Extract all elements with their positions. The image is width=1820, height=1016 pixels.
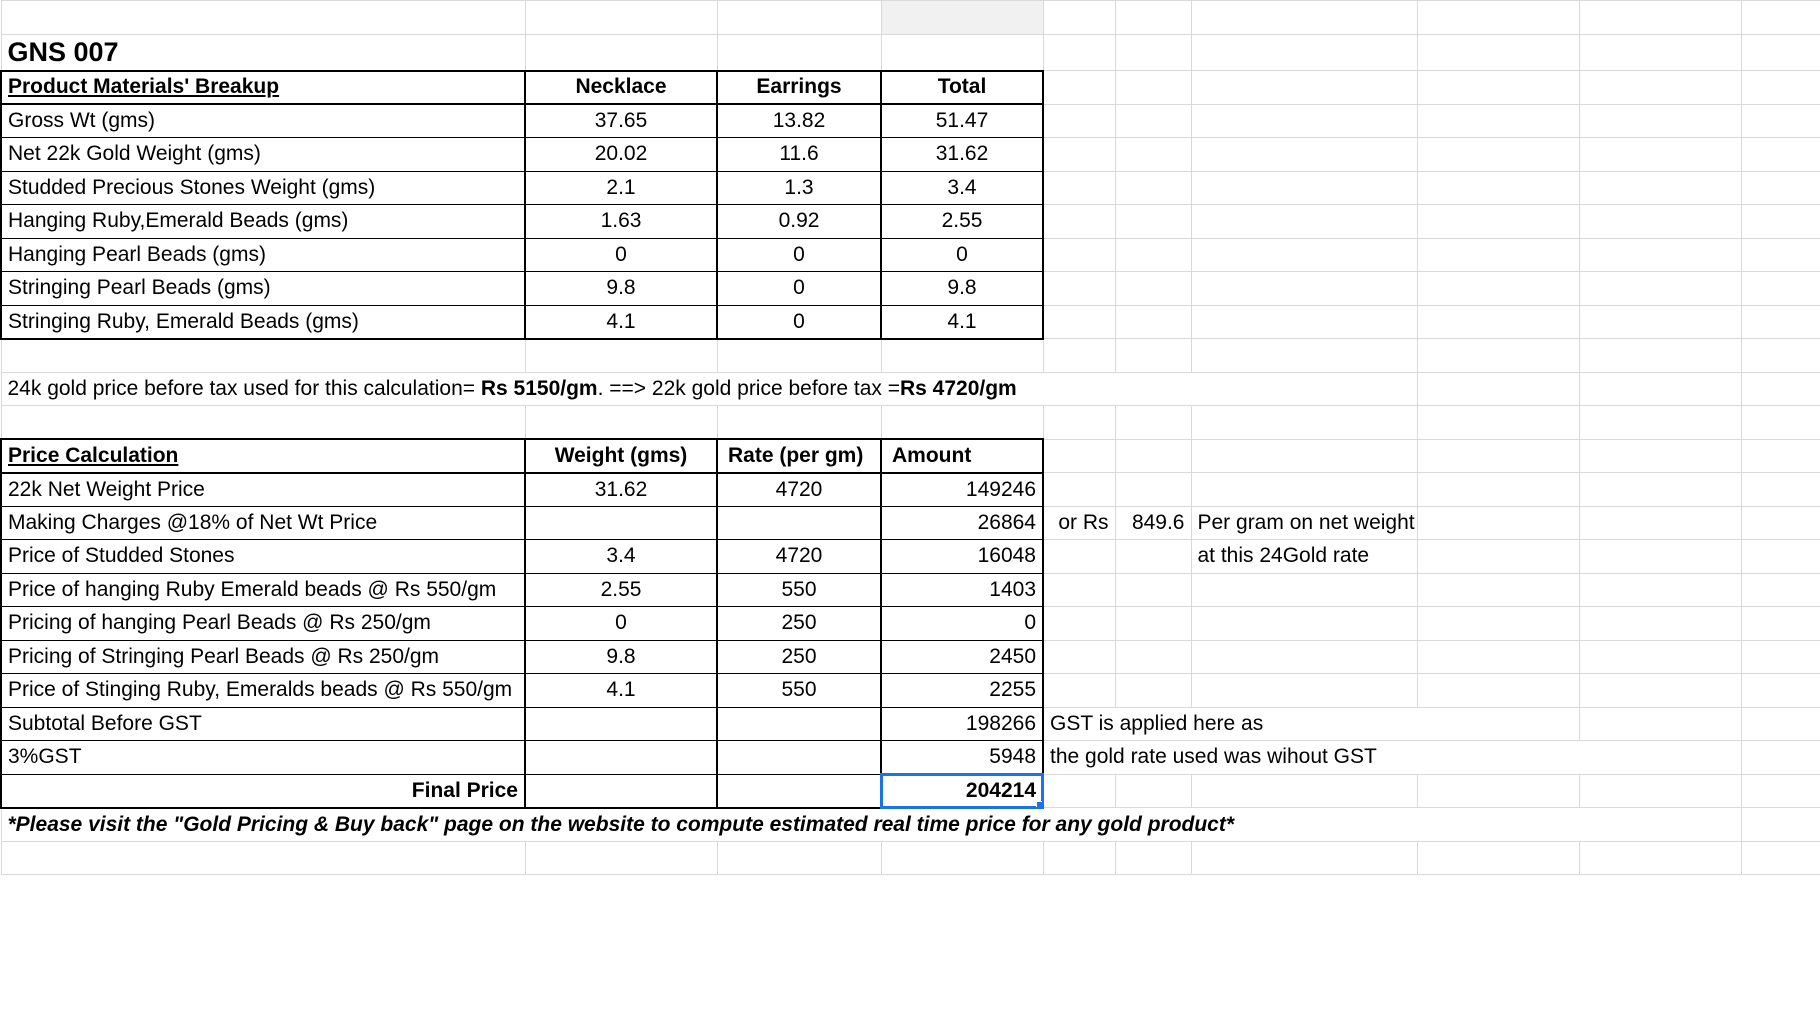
- pr-weight[interactable]: 9.8: [525, 640, 717, 674]
- pr-label[interactable]: 3%GST: [1, 741, 525, 775]
- footnote[interactable]: *Please visit the "Gold Pricing & Buy ba…: [1, 808, 1741, 842]
- mat-necklace[interactable]: 4.1: [525, 305, 717, 339]
- final-price-label[interactable]: Final Price: [1, 774, 525, 808]
- sheet-top-strip: [1, 1, 1820, 35]
- pr-label[interactable]: Pricing of Stringing Pearl Beads @ Rs 25…: [1, 640, 525, 674]
- mat-label[interactable]: Hanging Pearl Beads (gms): [1, 238, 525, 272]
- pr-weight[interactable]: 2.55: [525, 573, 717, 607]
- pr-weight[interactable]: [525, 506, 717, 540]
- pr-rate[interactable]: [717, 707, 881, 741]
- mat-label[interactable]: Hanging Ruby,Emerald Beads (gms): [1, 205, 525, 239]
- pr-rate[interactable]: [717, 741, 881, 775]
- mat-earrings[interactable]: 0: [717, 272, 881, 306]
- pr-rate[interactable]: 550: [717, 573, 881, 607]
- pr-weight[interactable]: 4.1: [525, 674, 717, 708]
- final-weight[interactable]: [525, 774, 717, 808]
- mat-label[interactable]: Stringing Ruby, Emerald Beads (gms): [1, 305, 525, 339]
- mat-total[interactable]: 0: [881, 238, 1043, 272]
- pr-amount[interactable]: 26864: [881, 506, 1043, 540]
- spreadsheet: GNS 007 Product Materials' Breakup Neckl…: [0, 0, 1820, 1016]
- gp-prefix: 24k gold price before tax used for this …: [8, 377, 481, 400]
- pr-rate[interactable]: 4720: [717, 540, 881, 574]
- note-per-gram-text[interactable]: Per gram on net weight: [1191, 506, 1417, 540]
- final-rate[interactable]: [717, 774, 881, 808]
- mat-earrings[interactable]: 1.3: [717, 171, 881, 205]
- mat-total[interactable]: 9.8: [881, 272, 1043, 306]
- final-price-amount[interactable]: 204214: [881, 774, 1043, 808]
- pr-rate[interactable]: 550: [717, 674, 881, 708]
- col-necklace[interactable]: Necklace: [525, 71, 717, 105]
- pr-amount[interactable]: 198266: [881, 707, 1043, 741]
- mat-necklace[interactable]: 2.1: [525, 171, 717, 205]
- pr-label[interactable]: Making Charges @18% of Net Wt Price: [1, 506, 525, 540]
- pr-amount[interactable]: 1403: [881, 573, 1043, 607]
- mat-earrings[interactable]: 13.82: [717, 104, 881, 138]
- mat-total[interactable]: 2.55: [881, 205, 1043, 239]
- note-per-gram-value[interactable]: 849.6: [1115, 506, 1191, 540]
- gold-price-line[interactable]: 24k gold price before tax used for this …: [1, 372, 1417, 406]
- mat-label[interactable]: Gross Wt (gms): [1, 104, 525, 138]
- col-earrings[interactable]: Earrings: [717, 71, 881, 105]
- pr-weight[interactable]: 31.62: [525, 473, 717, 507]
- gp-mid: . ==> 22k gold price before tax =: [598, 377, 900, 400]
- mat-total[interactable]: 3.4: [881, 171, 1043, 205]
- pr-label[interactable]: Pricing of hanging Pearl Beads @ Rs 250/…: [1, 607, 525, 641]
- mat-necklace[interactable]: 0: [525, 238, 717, 272]
- gp-24k: Rs 5150/gm: [481, 377, 598, 400]
- pr-rate[interactable]: 250: [717, 607, 881, 641]
- pr-label[interactable]: 22k Net Weight Price: [1, 473, 525, 507]
- pr-label[interactable]: Price of Studded Stones: [1, 540, 525, 574]
- mat-earrings[interactable]: 0: [717, 238, 881, 272]
- col-weight[interactable]: Weight (gms): [525, 439, 717, 473]
- mat-label[interactable]: Stringing Pearl Beads (gms): [1, 272, 525, 306]
- pr-amount[interactable]: 16048: [881, 540, 1043, 574]
- note-at-rate[interactable]: at this 24Gold rate: [1191, 540, 1417, 574]
- materials-title[interactable]: Product Materials' Breakup: [1, 71, 525, 105]
- pr-rate[interactable]: 4720: [717, 473, 881, 507]
- col-total[interactable]: Total: [881, 71, 1043, 105]
- pr-weight[interactable]: [525, 741, 717, 775]
- mat-necklace[interactable]: 37.65: [525, 104, 717, 138]
- mat-total[interactable]: 4.1: [881, 305, 1043, 339]
- mat-earrings[interactable]: 11.6: [717, 138, 881, 172]
- pr-weight[interactable]: 0: [525, 607, 717, 641]
- pr-label[interactable]: Price of Stinging Ruby, Emeralds beads @…: [1, 674, 525, 708]
- mat-necklace[interactable]: 9.8: [525, 272, 717, 306]
- mat-total[interactable]: 51.47: [881, 104, 1043, 138]
- pr-label[interactable]: Price of hanging Ruby Emerald beads @ Rs…: [1, 573, 525, 607]
- pr-rate[interactable]: 250: [717, 640, 881, 674]
- note-or-rs[interactable]: or Rs: [1043, 506, 1115, 540]
- pr-weight[interactable]: 3.4: [525, 540, 717, 574]
- mat-necklace[interactable]: 20.02: [525, 138, 717, 172]
- pr-label[interactable]: Subtotal Before GST: [1, 707, 525, 741]
- pr-amount[interactable]: 0: [881, 607, 1043, 641]
- note-gst-2[interactable]: the gold rate used was wihout GST: [1043, 741, 1741, 775]
- col-amount[interactable]: Amount: [881, 439, 1043, 473]
- pr-weight[interactable]: [525, 707, 717, 741]
- pr-amount[interactable]: 2450: [881, 640, 1043, 674]
- pr-amount[interactable]: 149246: [881, 473, 1043, 507]
- mat-label[interactable]: Studded Precious Stones Weight (gms): [1, 171, 525, 205]
- pr-rate[interactable]: [717, 506, 881, 540]
- gp-22k: Rs 4720/gm: [900, 377, 1017, 400]
- mat-necklace[interactable]: 1.63: [525, 205, 717, 239]
- mat-earrings[interactable]: 0.92: [717, 205, 881, 239]
- pricing-title[interactable]: Price Calculation: [1, 439, 525, 473]
- mat-label[interactable]: Net 22k Gold Weight (gms): [1, 138, 525, 172]
- pr-amount[interactable]: 2255: [881, 674, 1043, 708]
- grid-table: GNS 007 Product Materials' Breakup Neckl…: [0, 0, 1820, 875]
- pr-amount[interactable]: 5948: [881, 741, 1043, 775]
- note-gst-1[interactable]: GST is applied here as: [1043, 707, 1579, 741]
- col-rate[interactable]: Rate (per gm): [717, 439, 881, 473]
- mat-total[interactable]: 31.62: [881, 138, 1043, 172]
- mat-earrings[interactable]: 0: [717, 305, 881, 339]
- product-code[interactable]: GNS 007: [1, 34, 525, 71]
